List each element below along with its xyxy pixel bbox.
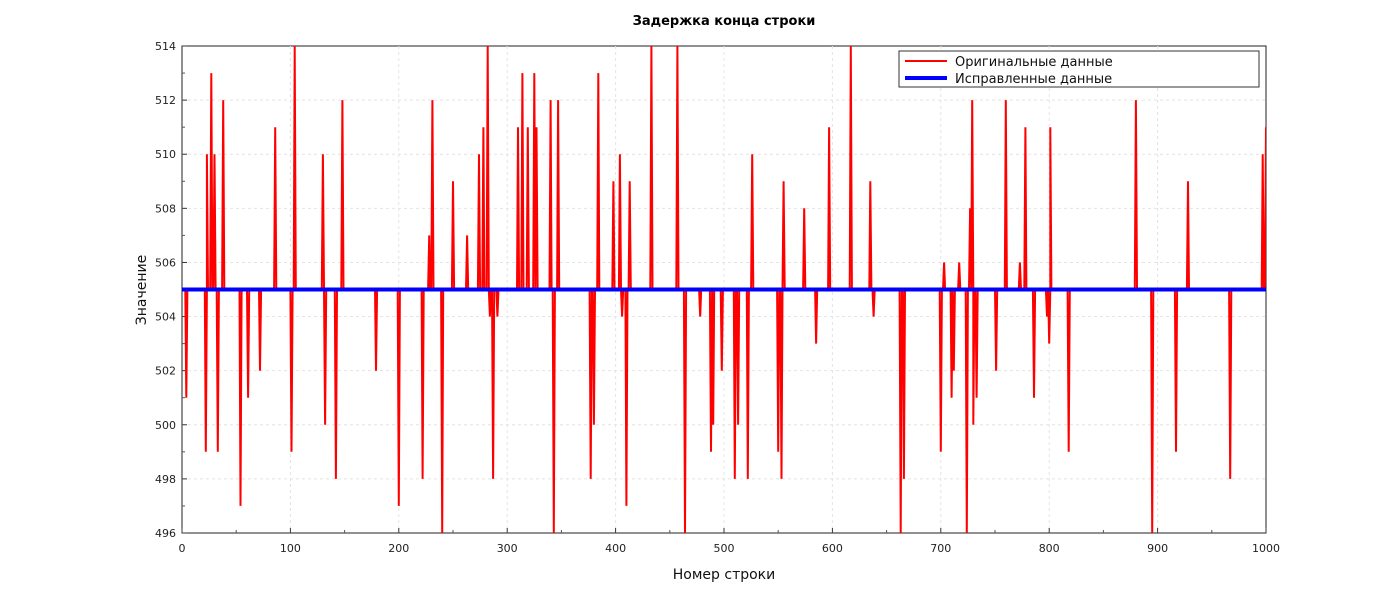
x-tick-label: 200 <box>388 542 409 555</box>
y-tick-label: 508 <box>155 202 176 215</box>
chart-title: Задержка конца строки <box>633 14 816 29</box>
axis-ticks: 0 100 200 300 400 500 600 700 800 900 1000 496 498 50… <box>155 40 1280 555</box>
y-tick-label: 510 <box>155 148 176 161</box>
x-tick-label: 900 <box>1147 542 1168 555</box>
y-tick-label: 496 <box>155 527 176 540</box>
grid <box>182 46 1266 533</box>
series-layer <box>182 46 1266 533</box>
x-tick-label: 600 <box>822 542 843 555</box>
x-tick-label: 500 <box>714 542 735 555</box>
x-axis-title: Номер строки <box>673 567 775 583</box>
x-tick-label: 700 <box>930 542 951 555</box>
x-tick-label: 100 <box>280 542 301 555</box>
y-tick-label: 514 <box>155 40 176 53</box>
y-tick-label: 506 <box>155 256 176 269</box>
legend-label-original: Оригинальные данные <box>955 55 1113 70</box>
x-tick-label: 800 <box>1039 542 1060 555</box>
y-tick-label: 512 <box>155 94 176 107</box>
legend-box <box>898 50 1260 88</box>
y-tick-label: 504 <box>155 311 176 324</box>
y-axis-title: Значение <box>134 255 150 325</box>
x-tick-label: 0 <box>179 542 186 555</box>
legend-label-corrected: Исправленные данные <box>955 72 1112 87</box>
y-tick-label: 502 <box>155 365 176 378</box>
y-tick-label: 500 <box>155 419 176 432</box>
legend: Оригинальные данные Исправленные данные <box>898 50 1260 88</box>
x-tick-label: 1000 <box>1252 542 1280 555</box>
x-tick-label: 300 <box>497 542 518 555</box>
y-tick-label: 498 <box>155 473 176 486</box>
x-tick-label: 400 <box>605 542 626 555</box>
